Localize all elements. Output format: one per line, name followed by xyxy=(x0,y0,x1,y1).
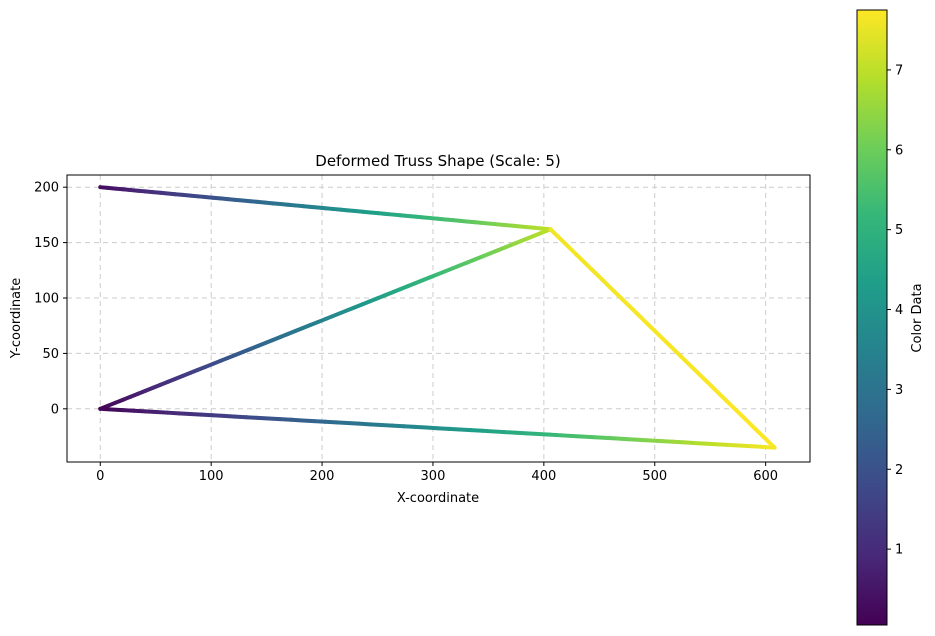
y-axis-ticks: 0 50 100 150 200 xyxy=(34,181,67,417)
truss-member xyxy=(98,406,777,450)
colorbar-tick-label: 2 xyxy=(895,463,903,478)
colorbar xyxy=(856,9,888,626)
x-axis-label: X-coordinate xyxy=(397,491,479,506)
colorbar-tick-label: 3 xyxy=(895,383,903,398)
x-tick-label: 100 xyxy=(199,469,224,484)
colorbar-ticks: 1 2 3 4 5 6 7 xyxy=(887,63,903,558)
colorbar-tick-label: 1 xyxy=(895,543,903,558)
y-tick-label: 150 xyxy=(34,236,59,251)
colorbar-tick-label: 4 xyxy=(895,303,903,318)
truss-member xyxy=(98,185,553,232)
x-tick-label: 0 xyxy=(96,469,104,484)
y-axis-label: Y-coordinate xyxy=(9,278,24,359)
x-tick-label: 400 xyxy=(531,469,556,484)
plot-frame xyxy=(66,174,811,463)
x-tick-label: 600 xyxy=(753,469,778,484)
x-tick-label: 200 xyxy=(310,469,335,484)
y-tick-label: 100 xyxy=(34,292,59,307)
x-axis-ticks: 0 100 200 300 400 500 600 xyxy=(96,462,778,484)
colorbar-tick-label: 6 xyxy=(895,143,903,158)
y-tick-label: 0 xyxy=(51,402,59,417)
grid-lines xyxy=(67,175,810,462)
colorbar-tick-label: 5 xyxy=(895,223,903,238)
truss-member xyxy=(548,227,777,450)
y-tick-label: 50 xyxy=(42,347,59,362)
truss-member xyxy=(98,227,553,411)
x-tick-label: 500 xyxy=(642,469,667,484)
truss-members xyxy=(98,185,777,450)
colorbar-tick-label: 7 xyxy=(895,63,903,78)
chart-title: Deformed Truss Shape (Scale: 5) xyxy=(315,152,560,170)
y-tick-label: 200 xyxy=(34,181,59,196)
truss-segment xyxy=(761,444,777,450)
x-tick-label: 300 xyxy=(421,469,446,484)
colorbar-label: Color Data xyxy=(910,283,925,352)
